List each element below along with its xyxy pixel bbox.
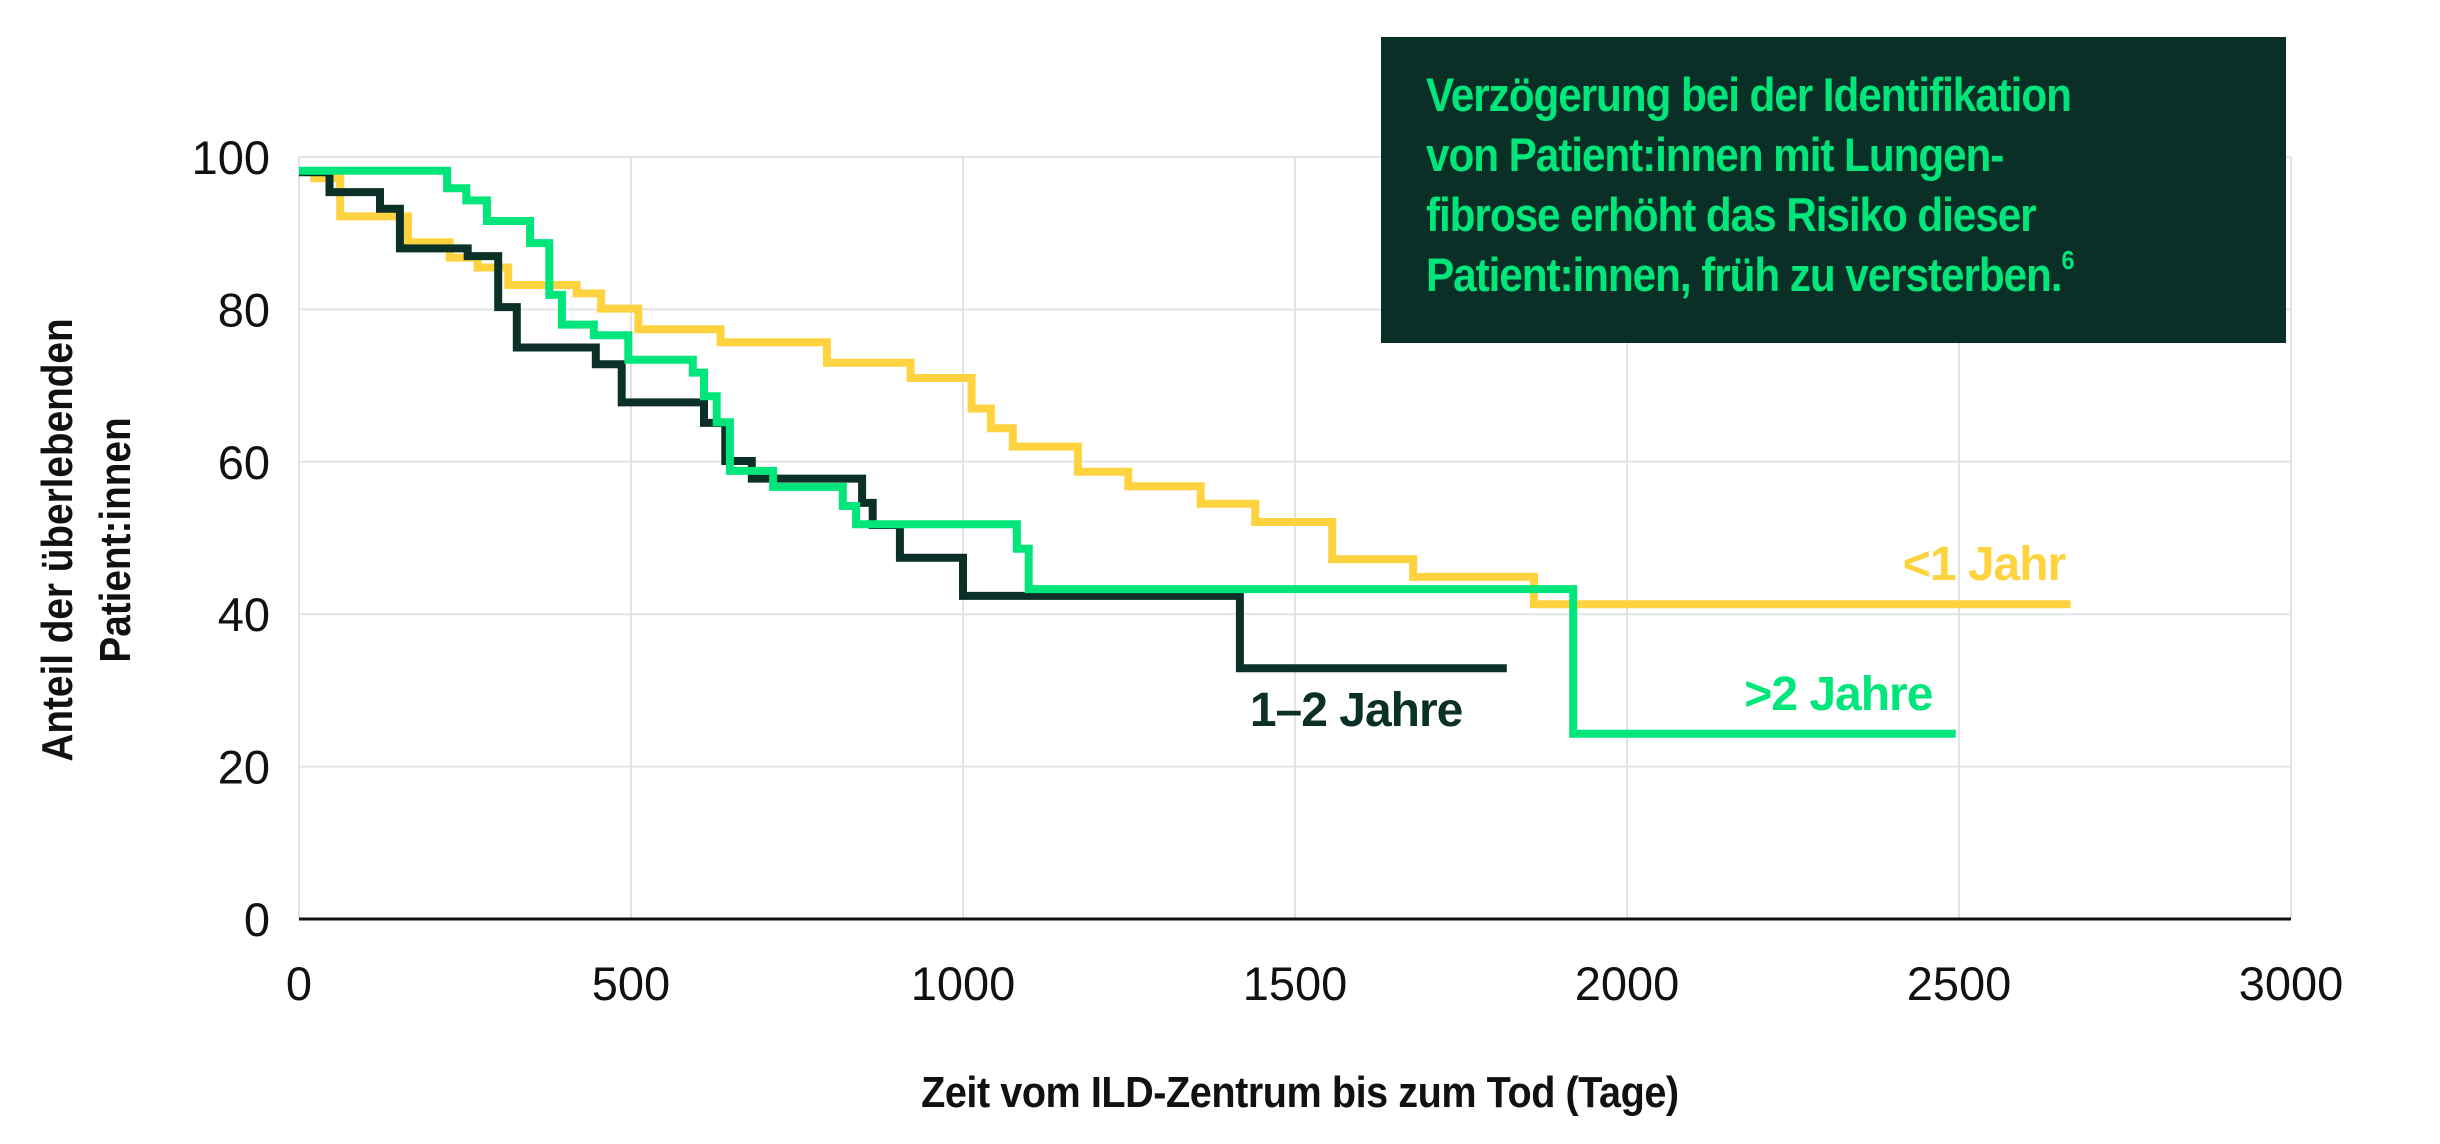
series-label-1: 1–2 Jahre	[1250, 684, 1463, 737]
x-tick-label: 1500	[1243, 957, 1348, 1010]
x-tick-label: 2000	[1575, 957, 1680, 1010]
survival-curve-2	[299, 166, 1956, 738]
callout-line-4-text: Patient:innen, früh zu versterben.	[1426, 248, 2063, 301]
callout-line-3: fibrose erhöht das Risiko dieser	[1426, 188, 2037, 241]
x-tick-label: 500	[592, 957, 670, 1010]
x-axis-title-text: Zeit vom ILD-Zentrum bis zum Tod (Tage)	[921, 1068, 1679, 1117]
callout-line-4: Patient:innen, früh zu versterben.6	[1426, 245, 2182, 305]
x-tick-label: 2500	[1907, 957, 2012, 1010]
x-tick-label: 3000	[2239, 957, 2344, 1010]
series-label-2: >2 Jahre	[1744, 668, 1932, 721]
y-axis-title-line-2: Patient:innen	[91, 417, 140, 663]
y-axis-title-line-1: Anteil der überlebenden	[33, 318, 82, 762]
series-labels: <1 Jahr 1–2 Jahre >2 Jahre	[1250, 538, 2067, 737]
y-tick-label: 20	[218, 741, 270, 794]
callout-line-1: Verzögerung bei der Identifikation	[1426, 68, 2072, 121]
callout-line-2: von Patient:innen mit Lungen-	[1426, 128, 2004, 181]
x-tick-label: 1000	[911, 957, 1016, 1010]
y-tick-label: 100	[192, 131, 270, 184]
y-tick-label: 0	[244, 893, 270, 946]
y-tick-label: 80	[218, 283, 270, 336]
x-axis-title: Zeit vom ILD-Zentrum bis zum Tod (Tage)	[0, 1068, 2440, 1118]
y-tick-label: 40	[218, 588, 270, 641]
key-message-callout: Verzögerung bei der Identifikation von P…	[1381, 37, 2286, 343]
x-tick-label: 0	[286, 957, 312, 1010]
survival-curve-1	[299, 168, 1507, 673]
footnote-marker: 6	[2061, 245, 2074, 275]
y-tick-label: 60	[218, 436, 270, 489]
series-label-0: <1 Jahr	[1903, 538, 2066, 591]
survival-curves	[299, 166, 2071, 738]
